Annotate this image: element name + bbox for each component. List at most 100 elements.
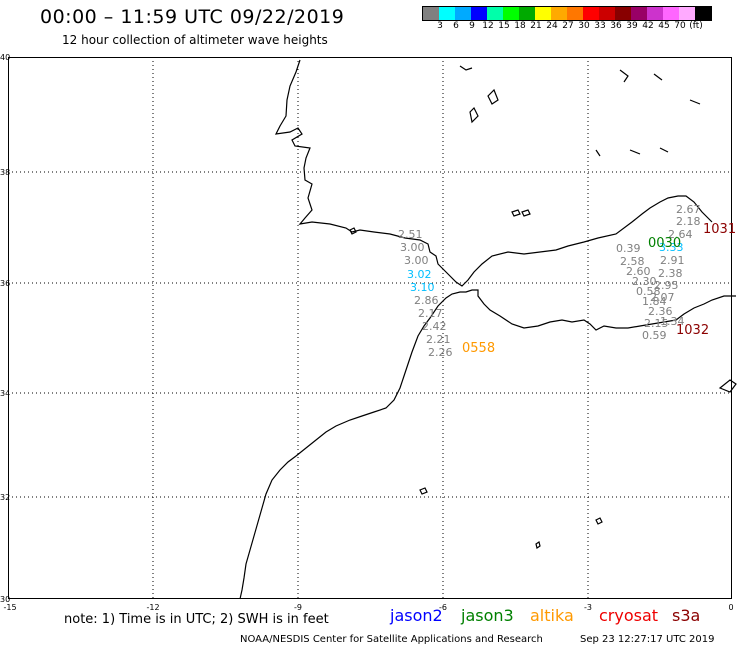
legend-swatch: [455, 7, 471, 20]
island-7: [521, 209, 531, 217]
legend-label: 33: [594, 21, 606, 31]
island-9: [349, 227, 357, 235]
legend-swatch: [551, 7, 567, 20]
legend-altika: altika: [530, 606, 574, 625]
color-scale-legend: [422, 6, 712, 21]
legend-cryosat: cryosat: [599, 606, 659, 625]
legend-label: (ft): [689, 21, 703, 31]
lat-label-34: 34: [0, 389, 11, 398]
coast-fragment-6: [629, 149, 641, 155]
footer-timestamp: Sep 23 12:27:17 UTC 2019: [580, 634, 715, 645]
legend-swatch: [471, 7, 487, 20]
lat-label-32: 32: [0, 493, 11, 502]
lat-label-38: 38: [0, 168, 11, 177]
island-1: [419, 487, 428, 495]
swh-observation: 2.21: [426, 333, 451, 346]
legend-label: 12: [482, 21, 494, 31]
footer-credit: NOAA/NESDIS Center for Satellite Applica…: [240, 634, 543, 645]
coast-fragment-7: [659, 147, 669, 153]
legend-label: 21: [530, 21, 542, 31]
lon-label--9: -9: [294, 603, 302, 612]
swh-observation: 2.17: [418, 307, 443, 320]
map-subtitle: 12 hour collection of altimeter wave hei…: [62, 33, 328, 47]
swh-observation: 3.33: [659, 241, 684, 254]
graticule: [8, 57, 732, 599]
swh-observation: 0.39: [616, 242, 641, 255]
swh-observation: 2.51: [398, 228, 423, 241]
lon-label-0: 0: [728, 603, 734, 612]
swh-observation: 2.64: [668, 228, 693, 241]
coastline-africa-north: [239, 289, 736, 600]
legend-swatch: [439, 7, 455, 20]
swh-observation: 2.67: [676, 203, 701, 216]
swh-observation: 2.26: [428, 346, 453, 359]
swh-observation: 2.18: [676, 215, 701, 228]
lat-label-40: 40: [0, 53, 11, 62]
legend-label: 36: [610, 21, 622, 31]
pass-time-labels: 1031 0030 1032 0558: [462, 222, 736, 356]
lat-label-36: 36: [0, 279, 11, 288]
swh-observation: 3.00: [404, 254, 429, 267]
legend-swatch: [631, 7, 647, 20]
swh-observation: 1.84: [642, 295, 667, 308]
legend-label: 45: [658, 21, 670, 31]
legend-label: 18: [514, 21, 526, 31]
lon-label--3: -3: [584, 603, 592, 612]
legend-swatch: [663, 7, 679, 20]
legend-swatch: [423, 7, 439, 20]
legend-label: 42: [642, 21, 654, 31]
legend-label: 30: [578, 21, 590, 31]
pass-time-label: 0030: [648, 236, 681, 251]
legend-swatch: [503, 7, 519, 20]
swh-observation: 2.42: [422, 320, 447, 333]
legend-label: 24: [546, 21, 558, 31]
swh-observation: 2.38: [658, 267, 683, 280]
pass-time-label: 1031: [703, 222, 736, 237]
island-8: [718, 379, 737, 393]
coast-fragment-1: [459, 65, 473, 71]
coastline-iberia-west: [274, 59, 713, 287]
coast-fragment-2: [619, 69, 629, 83]
swh-observation: 3.10: [410, 281, 435, 294]
coastline: [239, 59, 737, 600]
island-5: [487, 88, 499, 105]
map-title: 00:00 – 11:59 UTC 09/22/2019: [40, 6, 345, 28]
legend-label: 39: [626, 21, 638, 31]
island-2: [595, 517, 603, 525]
legend-swatch: [647, 7, 663, 20]
swh-observation: 2.95: [654, 279, 679, 292]
swh-observation: 1.34: [660, 315, 685, 328]
legend-label: 3: [437, 21, 443, 31]
lat-label-30: 30: [0, 595, 11, 604]
legend-s3a: s3a: [672, 606, 701, 625]
footer-note: note: 1) Time is in UTC; 2) SWH is in fe…: [64, 612, 329, 627]
legend-swatch: [679, 7, 695, 20]
lon-label--6: -6: [439, 603, 447, 612]
swh-observation: 0.59: [642, 329, 667, 342]
legend-swatch: [599, 7, 615, 20]
pass-time-label: 1032: [676, 323, 709, 338]
swh-observation: 2.91: [660, 254, 685, 267]
swh-observation: 2.86: [414, 294, 439, 307]
legend-swatch: [695, 7, 711, 20]
legend-label: 27: [562, 21, 574, 31]
legend-jason3: jason3: [461, 606, 514, 625]
coast-fragment-4: [689, 99, 701, 105]
island-6: [511, 209, 521, 217]
legend-label: 6: [453, 21, 459, 31]
coast-fragment-3: [653, 73, 663, 81]
legend-jason2: jason2: [390, 606, 443, 625]
lon-label--12: -12: [146, 603, 160, 612]
lon-label--15: -15: [3, 603, 17, 612]
swh-observation: 0.58: [636, 285, 661, 298]
map-frame: [8, 57, 732, 599]
legend-label: 15: [498, 21, 510, 31]
swh-observation: 3.00: [400, 241, 425, 254]
legend-swatch: [487, 7, 503, 20]
observation-labels: 2.513.003.003.023.102.862.172.422.212.26…: [398, 203, 701, 359]
legend-label: 70: [674, 21, 686, 31]
swh-observation: 2.36: [648, 305, 673, 318]
legend-swatch: [519, 7, 535, 20]
swh-observation: 2.30: [632, 275, 657, 288]
legend-swatch: [535, 7, 551, 20]
